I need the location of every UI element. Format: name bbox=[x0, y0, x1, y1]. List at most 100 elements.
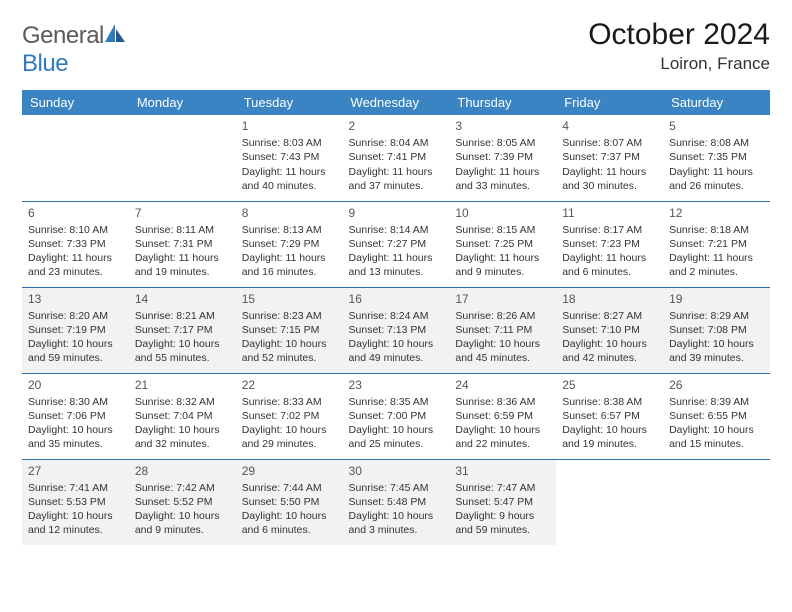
day-number: 12 bbox=[669, 205, 764, 221]
day-number: 20 bbox=[28, 377, 123, 393]
daylight-text: Daylight: 11 hours and 16 minutes. bbox=[242, 251, 337, 279]
header-block: October 2024 Loiron, France bbox=[588, 18, 770, 74]
sunset-text: Sunset: 7:10 PM bbox=[562, 323, 657, 337]
sunrise-text: Sunrise: 8:33 AM bbox=[242, 395, 337, 409]
sunset-text: Sunset: 7:23 PM bbox=[562, 237, 657, 251]
daylight-text: Daylight: 10 hours and 29 minutes. bbox=[242, 423, 337, 451]
brand-name-1: General bbox=[22, 22, 104, 49]
calendar-day-cell: 5Sunrise: 8:08 AMSunset: 7:35 PMDaylight… bbox=[663, 115, 770, 201]
daylight-text: Daylight: 10 hours and 42 minutes. bbox=[562, 337, 657, 365]
page-location: Loiron, France bbox=[588, 54, 770, 74]
day-number: 3 bbox=[455, 118, 550, 134]
calendar-week-row: 6Sunrise: 8:10 AMSunset: 7:33 PMDaylight… bbox=[22, 201, 770, 287]
calendar-day-cell: 23Sunrise: 8:35 AMSunset: 7:00 PMDayligh… bbox=[343, 373, 450, 459]
daylight-text: Daylight: 11 hours and 23 minutes. bbox=[28, 251, 123, 279]
sunrise-text: Sunrise: 8:32 AM bbox=[135, 395, 230, 409]
brand-name-2: Blue bbox=[22, 50, 68, 77]
daylight-text: Daylight: 10 hours and 59 minutes. bbox=[28, 337, 123, 365]
daylight-text: Daylight: 10 hours and 52 minutes. bbox=[242, 337, 337, 365]
calendar-day-cell: 26Sunrise: 8:39 AMSunset: 6:55 PMDayligh… bbox=[663, 373, 770, 459]
calendar-day-cell: 15Sunrise: 8:23 AMSunset: 7:15 PMDayligh… bbox=[236, 287, 343, 373]
sunrise-text: Sunrise: 8:30 AM bbox=[28, 395, 123, 409]
sunrise-text: Sunrise: 7:45 AM bbox=[349, 481, 444, 495]
sunset-text: Sunset: 7:04 PM bbox=[135, 409, 230, 423]
daylight-text: Daylight: 10 hours and 25 minutes. bbox=[349, 423, 444, 451]
sunset-text: Sunset: 7:17 PM bbox=[135, 323, 230, 337]
calendar-day-cell bbox=[22, 115, 129, 201]
sunset-text: Sunset: 7:27 PM bbox=[349, 237, 444, 251]
calendar-day-cell: 17Sunrise: 8:26 AMSunset: 7:11 PMDayligh… bbox=[449, 287, 556, 373]
sunset-text: Sunset: 5:53 PM bbox=[28, 495, 123, 509]
day-number: 31 bbox=[455, 463, 550, 479]
day-number: 5 bbox=[669, 118, 764, 134]
brand-logo: General Blue bbox=[22, 22, 126, 78]
calendar-body: 1Sunrise: 8:03 AMSunset: 7:43 PMDaylight… bbox=[22, 115, 770, 545]
daylight-text: Daylight: 10 hours and 19 minutes. bbox=[562, 423, 657, 451]
calendar-day-cell: 7Sunrise: 8:11 AMSunset: 7:31 PMDaylight… bbox=[129, 201, 236, 287]
calendar-day-cell: 16Sunrise: 8:24 AMSunset: 7:13 PMDayligh… bbox=[343, 287, 450, 373]
sunrise-text: Sunrise: 7:44 AM bbox=[242, 481, 337, 495]
calendar-day-cell: 18 Sunrise: 8:27 AMSunset: 7:10 PMDayligh… bbox=[556, 287, 663, 373]
day-number: 21 bbox=[135, 377, 230, 393]
daylight-text: Daylight: 11 hours and 26 minutes. bbox=[669, 165, 764, 193]
sunset-text: Sunset: 7:41 PM bbox=[349, 150, 444, 164]
daylight-text: Daylight: 10 hours and 12 minutes. bbox=[28, 509, 123, 537]
sunset-text: Sunset: 6:57 PM bbox=[562, 409, 657, 423]
sunset-text: Sunset: 7:02 PM bbox=[242, 409, 337, 423]
calendar-day-cell: 25Sunrise: 8:38 AMSunset: 6:57 PMDayligh… bbox=[556, 373, 663, 459]
day-number: 6 bbox=[28, 205, 123, 221]
sunrise-text: Sunrise: 8:21 AM bbox=[135, 309, 230, 323]
sunset-text: Sunset: 7:33 PM bbox=[28, 237, 123, 251]
calendar-day-cell: 1Sunrise: 8:03 AMSunset: 7:43 PMDaylight… bbox=[236, 115, 343, 201]
daylight-text: Daylight: 10 hours and 22 minutes. bbox=[455, 423, 550, 451]
sunset-text: Sunset: 5:47 PM bbox=[455, 495, 550, 509]
calendar-day-cell: 22Sunrise: 8:33 AMSunset: 7:02 PMDayligh… bbox=[236, 373, 343, 459]
day-number: 1 bbox=[242, 118, 337, 134]
calendar-day-cell: 13Sunrise: 8:20 AMSunset: 7:19 PMDayligh… bbox=[22, 287, 129, 373]
sunset-text: Sunset: 7:21 PM bbox=[669, 237, 764, 251]
calendar-day-cell bbox=[129, 115, 236, 201]
calendar-week-row: 1Sunrise: 8:03 AMSunset: 7:43 PMDaylight… bbox=[22, 115, 770, 201]
day-number: 25 bbox=[562, 377, 657, 393]
sunset-text: Sunset: 7:15 PM bbox=[242, 323, 337, 337]
day-number: 23 bbox=[349, 377, 444, 393]
daylight-text: Daylight: 9 hours and 59 minutes. bbox=[455, 509, 550, 537]
calendar-day-cell: 29Sunrise: 7:44 AMSunset: 5:50 PMDayligh… bbox=[236, 459, 343, 545]
sunrise-text: Sunrise: 8:07 AM bbox=[562, 136, 657, 150]
daylight-text: Daylight: 11 hours and 30 minutes. bbox=[562, 165, 657, 193]
calendar-week-row: 27Sunrise: 7:41 AMSunset: 5:53 PMDayligh… bbox=[22, 459, 770, 545]
calendar-day-cell: 28Sunrise: 7:42 AMSunset: 5:52 PMDayligh… bbox=[129, 459, 236, 545]
sunrise-text: Sunrise: 8:24 AM bbox=[349, 309, 444, 323]
day-number: 16 bbox=[349, 291, 444, 307]
sail-icon bbox=[104, 23, 126, 43]
daylight-text: Daylight: 11 hours and 2 minutes. bbox=[669, 251, 764, 279]
sunrise-text: Sunrise: 8:27 AM bbox=[562, 309, 657, 323]
sunrise-text: Sunrise: 8:18 AM bbox=[669, 223, 764, 237]
sunset-text: Sunset: 7:37 PM bbox=[562, 150, 657, 164]
calendar-day-cell: 14Sunrise: 8:21 AMSunset: 7:17 PMDayligh… bbox=[129, 287, 236, 373]
daylight-text: Daylight: 11 hours and 19 minutes. bbox=[135, 251, 230, 279]
weekday-header: Wednesday bbox=[343, 90, 450, 115]
day-number: 26 bbox=[669, 377, 764, 393]
calendar-day-cell bbox=[663, 459, 770, 545]
calendar-day-cell: 20Sunrise: 8:30 AMSunset: 7:06 PMDayligh… bbox=[22, 373, 129, 459]
sunset-text: Sunset: 7:39 PM bbox=[455, 150, 550, 164]
sunrise-text: Sunrise: 8:17 AM bbox=[562, 223, 657, 237]
weekday-header: Tuesday bbox=[236, 90, 343, 115]
sunrise-text: Sunrise: 8:15 AM bbox=[455, 223, 550, 237]
calendar-day-cell: 31Sunrise: 7:47 AMSunset: 5:47 PMDayligh… bbox=[449, 459, 556, 545]
daylight-text: Daylight: 10 hours and 3 minutes. bbox=[349, 509, 444, 537]
sunset-text: Sunset: 5:48 PM bbox=[349, 495, 444, 509]
day-number: 18 bbox=[562, 291, 657, 307]
sunrise-text: Sunrise: 8:04 AM bbox=[349, 136, 444, 150]
calendar-day-cell: 30Sunrise: 7:45 AMSunset: 5:48 PMDayligh… bbox=[343, 459, 450, 545]
daylight-text: Daylight: 10 hours and 32 minutes. bbox=[135, 423, 230, 451]
weekday-header: Saturday bbox=[663, 90, 770, 115]
calendar-day-cell: 11Sunrise: 8:17 AMSunset: 7:23 PMDayligh… bbox=[556, 201, 663, 287]
daylight-text: Daylight: 11 hours and 37 minutes. bbox=[349, 165, 444, 193]
calendar-week-row: 13Sunrise: 8:20 AMSunset: 7:19 PMDayligh… bbox=[22, 287, 770, 373]
weekday-header: Sunday bbox=[22, 90, 129, 115]
daylight-text: Daylight: 10 hours and 45 minutes. bbox=[455, 337, 550, 365]
calendar-day-cell: 19Sunrise: 8:29 AMSunset: 7:08 PMDayligh… bbox=[663, 287, 770, 373]
day-number: 11 bbox=[562, 205, 657, 221]
